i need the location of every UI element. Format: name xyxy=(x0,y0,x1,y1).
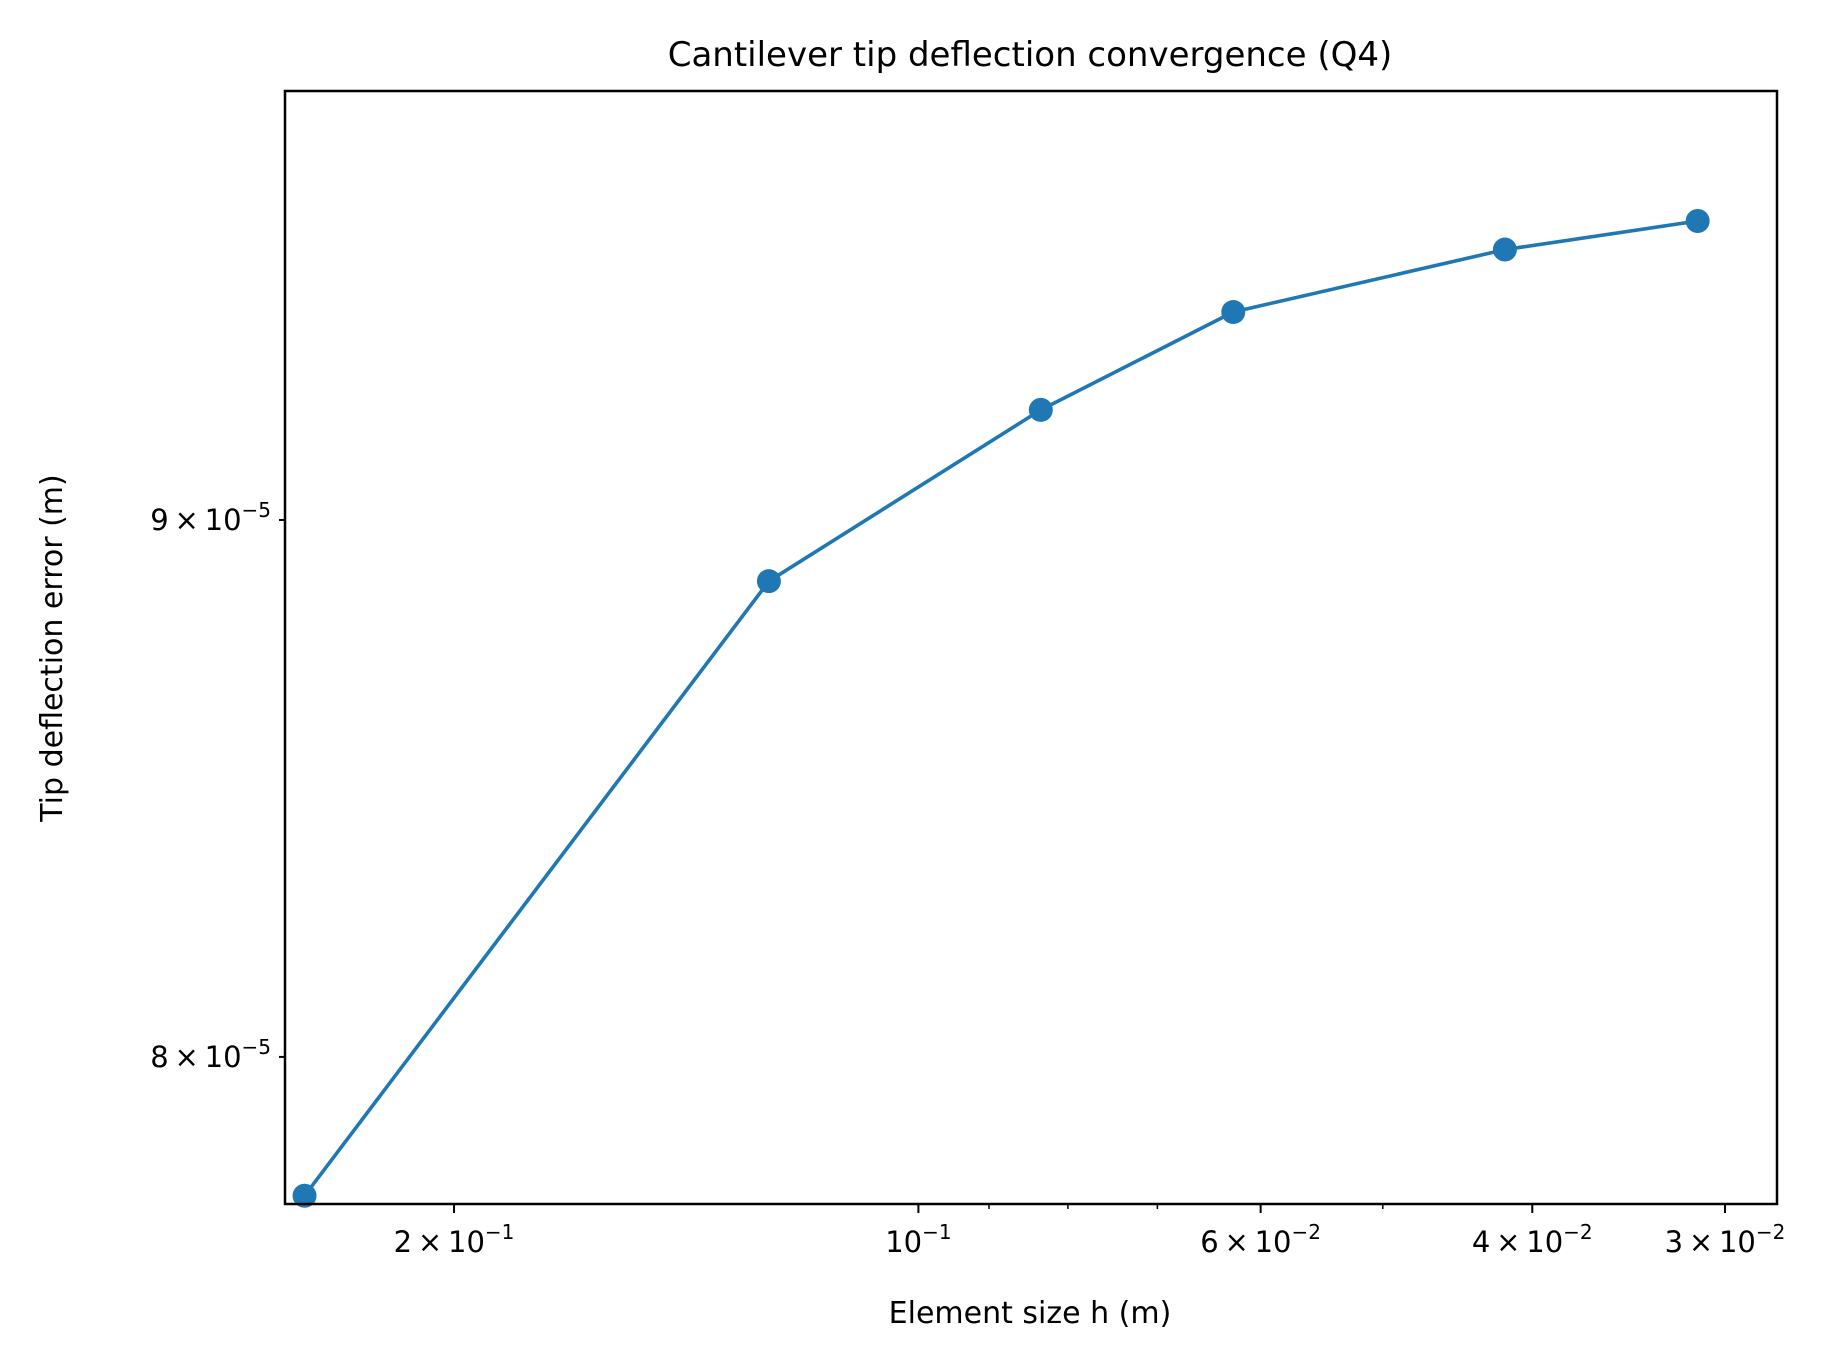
x-tick-label: 3 × 10−2 xyxy=(1665,1220,1786,1259)
plot-area xyxy=(292,209,1710,1208)
data-point xyxy=(292,1183,317,1208)
y-tick-label: 9 × 10−5 xyxy=(150,498,271,537)
x-tick-label: 2 × 10−1 xyxy=(394,1220,515,1259)
x-tick-label: 6 × 10−2 xyxy=(1200,1220,1321,1259)
chart-title: Cantilever tip deflection convergence (Q… xyxy=(668,35,1393,75)
series-line xyxy=(303,219,1698,1197)
data-point xyxy=(756,569,781,594)
plot-frame xyxy=(283,89,1779,1206)
data-point xyxy=(1685,209,1710,234)
x-axis-label: Element size h (m) xyxy=(889,1296,1172,1331)
y-tick-label: 8 × 10−5 xyxy=(150,1035,271,1074)
data-point xyxy=(1221,300,1246,325)
data-point xyxy=(1492,237,1517,262)
x-tick-label: 10−1 xyxy=(885,1220,951,1259)
y-axis-label: Tip deflection error (m) xyxy=(35,474,70,822)
data-point xyxy=(1028,397,1053,422)
x-tick-label: 4 × 10−2 xyxy=(1472,1220,1593,1259)
axes: 2 × 10−1 10−1 6 × 10−2 4 × 10−2 3 × 10−2 9 × … xyxy=(150,498,1785,1259)
